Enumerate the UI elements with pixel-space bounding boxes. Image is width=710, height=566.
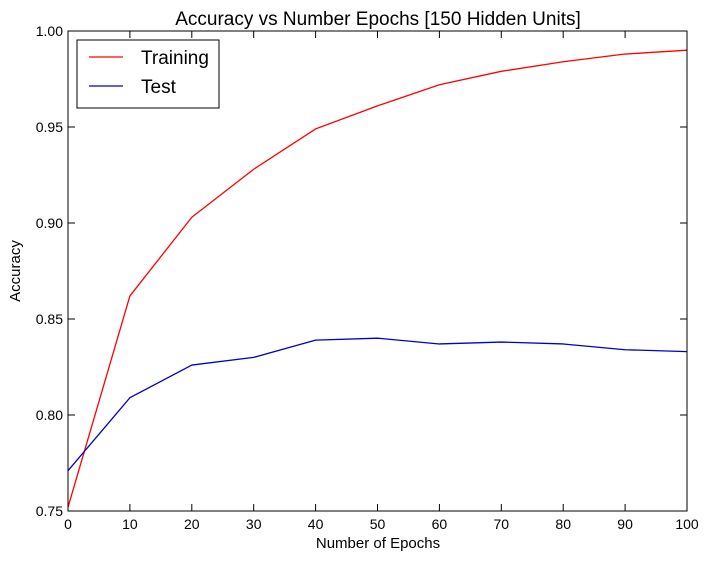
legend-label-training: Training <box>141 48 209 69</box>
x-tick-label: 80 <box>555 516 571 532</box>
legend-box <box>76 39 220 109</box>
x-tick-label: 0 <box>64 516 72 532</box>
x-tick-label: 60 <box>432 516 448 532</box>
y-tick-label: 0.80 <box>36 407 63 423</box>
series-line-test <box>67 337 688 472</box>
y-tick-label: 0.95 <box>36 119 63 135</box>
series-layer <box>67 49 688 508</box>
y-tick-label: 0.90 <box>36 215 63 231</box>
y-tick-label: 0.85 <box>36 311 63 327</box>
y-tick-label: 0.75 <box>36 503 63 519</box>
series-line-training <box>67 49 688 508</box>
x-tick-label: 10 <box>122 516 138 532</box>
x-tick-label: 90 <box>617 516 633 532</box>
x-tick-label: 70 <box>494 516 510 532</box>
x-tick-label: 50 <box>370 516 386 532</box>
y-tick-label: 1.00 <box>36 23 63 39</box>
x-tick-label: 20 <box>184 516 200 532</box>
x-tick-label: 40 <box>308 516 324 532</box>
x-tick-label: 30 <box>246 516 262 532</box>
x-axis-label: Number of Epochs <box>316 535 440 552</box>
y-axis-label: Accuracy <box>7 240 24 302</box>
legend: Training Test <box>76 39 220 109</box>
chart-title: Accuracy vs Number Epochs [150 Hidden Un… <box>175 9 581 30</box>
plot-frame <box>67 30 688 512</box>
x-tick-label: 100 <box>675 516 699 532</box>
legend-label-test: Test <box>141 77 177 98</box>
ticks-layer: 0 10 20 30 40 50 60 70 80 90 100 0.75 0.80 0.85 0.90 0.… <box>36 23 699 532</box>
